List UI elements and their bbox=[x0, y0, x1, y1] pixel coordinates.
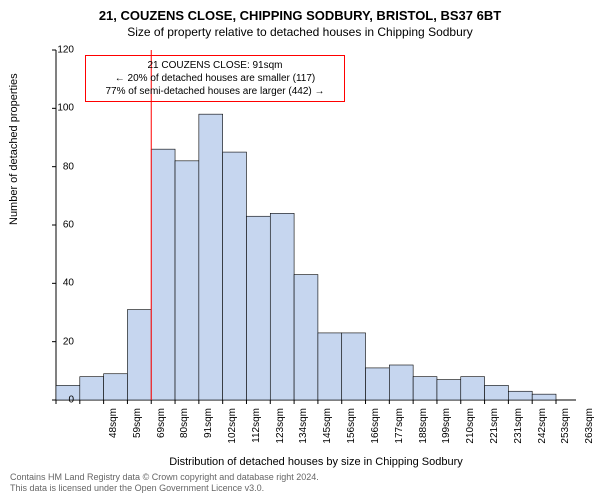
annotation-line-3: 77% of semi-detached houses are larger (… bbox=[92, 85, 338, 98]
chart-title: 21, COUZENS CLOSE, CHIPPING SODBURY, BRI… bbox=[0, 0, 600, 23]
y-tick-label: 100 bbox=[57, 103, 74, 114]
y-tick-label: 20 bbox=[63, 336, 74, 347]
x-tick-label: 112sqm bbox=[251, 408, 262, 458]
x-tick-label: 145sqm bbox=[322, 408, 333, 458]
y-tick-label: 40 bbox=[63, 278, 74, 289]
footer-attribution: Contains HM Land Registry data © Crown c… bbox=[10, 472, 319, 495]
histogram-bar bbox=[318, 333, 342, 400]
histogram-bar bbox=[437, 380, 461, 400]
x-tick-label: 177sqm bbox=[394, 408, 405, 458]
histogram-bar bbox=[342, 333, 366, 400]
property-annotation-box: 21 COUZENS CLOSE: 91sqm ← 20% of detache… bbox=[85, 55, 345, 102]
x-axis-label: Distribution of detached houses by size … bbox=[56, 456, 576, 468]
chart-container: 21, COUZENS CLOSE, CHIPPING SODBURY, BRI… bbox=[0, 0, 600, 500]
x-tick-label: 59sqm bbox=[132, 408, 143, 458]
histogram-bar bbox=[175, 161, 199, 400]
x-tick-label: 231sqm bbox=[513, 408, 524, 458]
x-tick-label: 134sqm bbox=[298, 408, 309, 458]
histogram-bar bbox=[104, 374, 128, 400]
histogram-plot bbox=[56, 50, 576, 400]
histogram-bar bbox=[246, 216, 270, 400]
histogram-bar bbox=[127, 310, 151, 400]
y-tick-label: 60 bbox=[63, 220, 74, 231]
histogram-bar bbox=[294, 275, 318, 400]
footer-line-2: This data is licensed under the Open Gov… bbox=[10, 483, 319, 494]
histogram-bar bbox=[80, 377, 104, 400]
y-tick-label: 0 bbox=[68, 395, 74, 406]
x-tick-label: 210sqm bbox=[465, 408, 476, 458]
histogram-bar bbox=[413, 377, 437, 400]
histogram-bar bbox=[389, 365, 413, 400]
x-tick-label: 69sqm bbox=[156, 408, 167, 458]
histogram-bar bbox=[532, 394, 556, 400]
x-tick-label: 91sqm bbox=[203, 408, 214, 458]
x-tick-label: 166sqm bbox=[370, 408, 381, 458]
footer-line-1: Contains HM Land Registry data © Crown c… bbox=[10, 472, 319, 483]
chart-area: Number of detached properties bbox=[56, 50, 576, 400]
y-axis-label: Number of detached properties bbox=[8, 73, 20, 225]
x-tick-label: 242sqm bbox=[537, 408, 548, 458]
annotation-line-2: ← 20% of detached houses are smaller (11… bbox=[92, 72, 338, 85]
x-tick-label: 188sqm bbox=[418, 408, 429, 458]
x-tick-label: 102sqm bbox=[227, 408, 238, 458]
x-tick-label: 48sqm bbox=[108, 408, 119, 458]
histogram-bar bbox=[461, 377, 485, 400]
x-tick-label: 253sqm bbox=[560, 408, 571, 458]
histogram-bar bbox=[151, 149, 175, 400]
histogram-bar bbox=[508, 391, 532, 400]
histogram-bar bbox=[223, 152, 247, 400]
chart-subtitle: Size of property relative to detached ho… bbox=[0, 25, 600, 39]
y-tick-label: 80 bbox=[63, 161, 74, 172]
annotation-line-1: 21 COUZENS CLOSE: 91sqm bbox=[92, 59, 338, 72]
histogram-bar bbox=[270, 213, 294, 400]
histogram-bar bbox=[485, 385, 509, 400]
x-tick-label: 80sqm bbox=[179, 408, 190, 458]
x-tick-label: 123sqm bbox=[275, 408, 286, 458]
x-tick-label: 263sqm bbox=[584, 408, 595, 458]
x-tick-label: 156sqm bbox=[346, 408, 357, 458]
histogram-bar bbox=[366, 368, 390, 400]
x-tick-label: 221sqm bbox=[489, 408, 500, 458]
histogram-bar bbox=[199, 114, 223, 400]
y-tick-label: 120 bbox=[57, 45, 74, 56]
x-tick-label: 199sqm bbox=[441, 408, 452, 458]
